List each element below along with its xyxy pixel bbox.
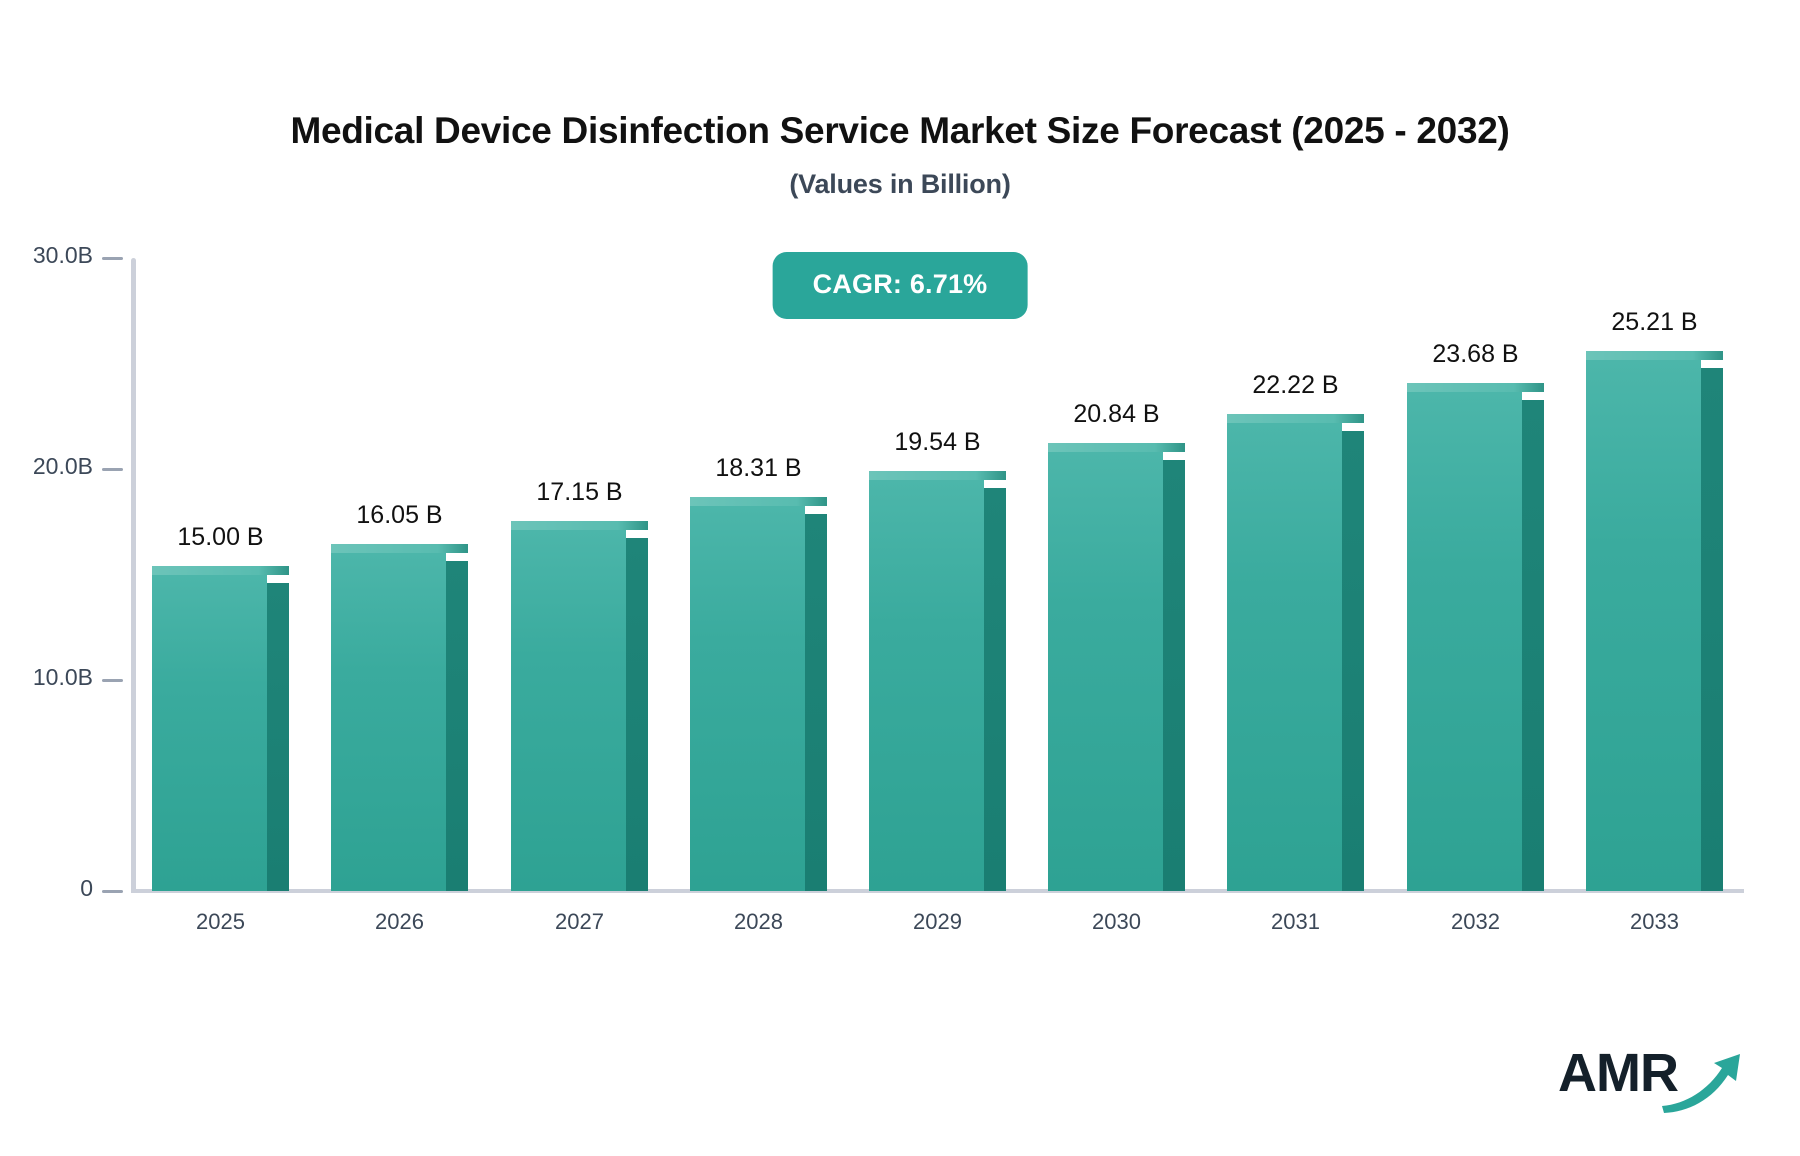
y-axis-tick-label: 0	[80, 875, 93, 901]
bars-layer: 15.00 B 2025 16.05 B 2026 17.15 B 2027 18.31 B…	[131, 258, 1744, 934]
y-axis-line	[131, 258, 136, 893]
y-axis-tick-label: 30.0B	[32, 242, 93, 268]
x-axis-tick-label: 2031	[1271, 909, 1320, 934]
bar-front-face[interactable]	[1048, 451, 1163, 891]
y-axis-tick-mark	[102, 257, 123, 260]
bar-group[interactable]: 16.05 B	[331, 258, 468, 891]
bar-side-face	[626, 538, 648, 891]
bar-group[interactable]: 22.22 B	[1227, 258, 1364, 891]
bar-value-label: 18.31 B	[715, 454, 802, 482]
bar-top-face	[1048, 443, 1185, 452]
bar-group[interactable]: 23.68 B	[1407, 258, 1544, 891]
bar-top-face	[1227, 414, 1364, 423]
bar-group[interactable]: 25.21 B	[1586, 258, 1723, 891]
x-axis-tick-label: 2025	[196, 909, 245, 934]
y-axis-tick-mark	[102, 468, 123, 471]
y-axis-tick-mark	[102, 679, 123, 682]
bar-side-face	[984, 488, 1006, 891]
bar-front-face[interactable]	[152, 574, 267, 891]
chart-header: Medical Device Disinfection Service Mark…	[0, 0, 1800, 200]
bar-group[interactable]: 19.54 B	[869, 258, 1006, 891]
y-axis-tick-mark	[102, 890, 123, 893]
bar-side-face	[1522, 400, 1544, 891]
bar-side-face	[1163, 460, 1185, 891]
bar-value-label: 20.84 B	[1073, 400, 1160, 428]
bar-side-face	[1701, 368, 1723, 891]
bar-group[interactable]: 15.00 B	[152, 258, 289, 891]
bar-value-label: 19.54 B	[894, 428, 981, 456]
x-axis-tick-label: 2030	[1092, 909, 1141, 934]
bar-front-face[interactable]	[511, 529, 626, 891]
y-axis-tick-label: 20.0B	[32, 453, 93, 479]
x-axis-tick-label: 2032	[1451, 909, 1500, 934]
chart-subtitle: (Values in Billion)	[789, 168, 1011, 199]
x-axis-tick-label: 2029	[913, 909, 962, 934]
bar-front-face[interactable]	[1227, 422, 1342, 891]
bar-value-label: 16.05 B	[356, 501, 443, 529]
y-axis-tick-label: 10.0B	[32, 664, 93, 690]
bar-front-face[interactable]	[1586, 359, 1701, 891]
bar-value-label: 15.00 B	[177, 523, 264, 551]
bar-front-face[interactable]	[1407, 391, 1522, 891]
bar-value-label: 25.21 B	[1611, 308, 1698, 336]
bar-front-face[interactable]	[331, 552, 446, 891]
bar-top-face	[152, 566, 289, 575]
bar-top-face	[1407, 383, 1544, 392]
bar-side-face	[267, 583, 289, 891]
amr-logo-text: AMR	[1558, 1043, 1679, 1103]
x-axis-tick-label: 2028	[734, 909, 783, 934]
amr-logo: AMR	[1558, 1036, 1740, 1116]
bar-front-face[interactable]	[690, 505, 805, 891]
bar-side-face	[446, 561, 468, 891]
x-axis-tick-label: 2033	[1630, 909, 1679, 934]
bar-top-face	[511, 521, 648, 530]
x-axis-tick-label: 2026	[375, 909, 424, 934]
bar-top-face	[869, 471, 1006, 480]
growth-arrow-icon	[1656, 1046, 1746, 1121]
bar-group[interactable]: 18.31 B	[690, 258, 827, 891]
bar-value-label: 23.68 B	[1432, 340, 1519, 368]
bar-top-face	[690, 497, 827, 506]
bar-value-label: 17.15 B	[536, 478, 623, 506]
bar-side-face	[805, 514, 827, 891]
bar-group[interactable]: 20.84 B	[1048, 258, 1185, 891]
bar-value-label: 22.22 B	[1252, 371, 1339, 399]
page-title: Medical Device Disinfection Service Mark…	[290, 110, 1510, 151]
bar-top-face	[1586, 351, 1723, 360]
bar-group[interactable]: 17.15 B	[511, 258, 648, 891]
cagr-badge: CAGR: 6.71%	[772, 252, 1028, 319]
x-axis-line	[131, 889, 1744, 893]
bar-side-face	[1342, 431, 1364, 891]
x-axis-tick-label: 2027	[555, 909, 604, 934]
bar-front-face[interactable]	[869, 479, 984, 891]
bar-top-face	[331, 544, 468, 553]
